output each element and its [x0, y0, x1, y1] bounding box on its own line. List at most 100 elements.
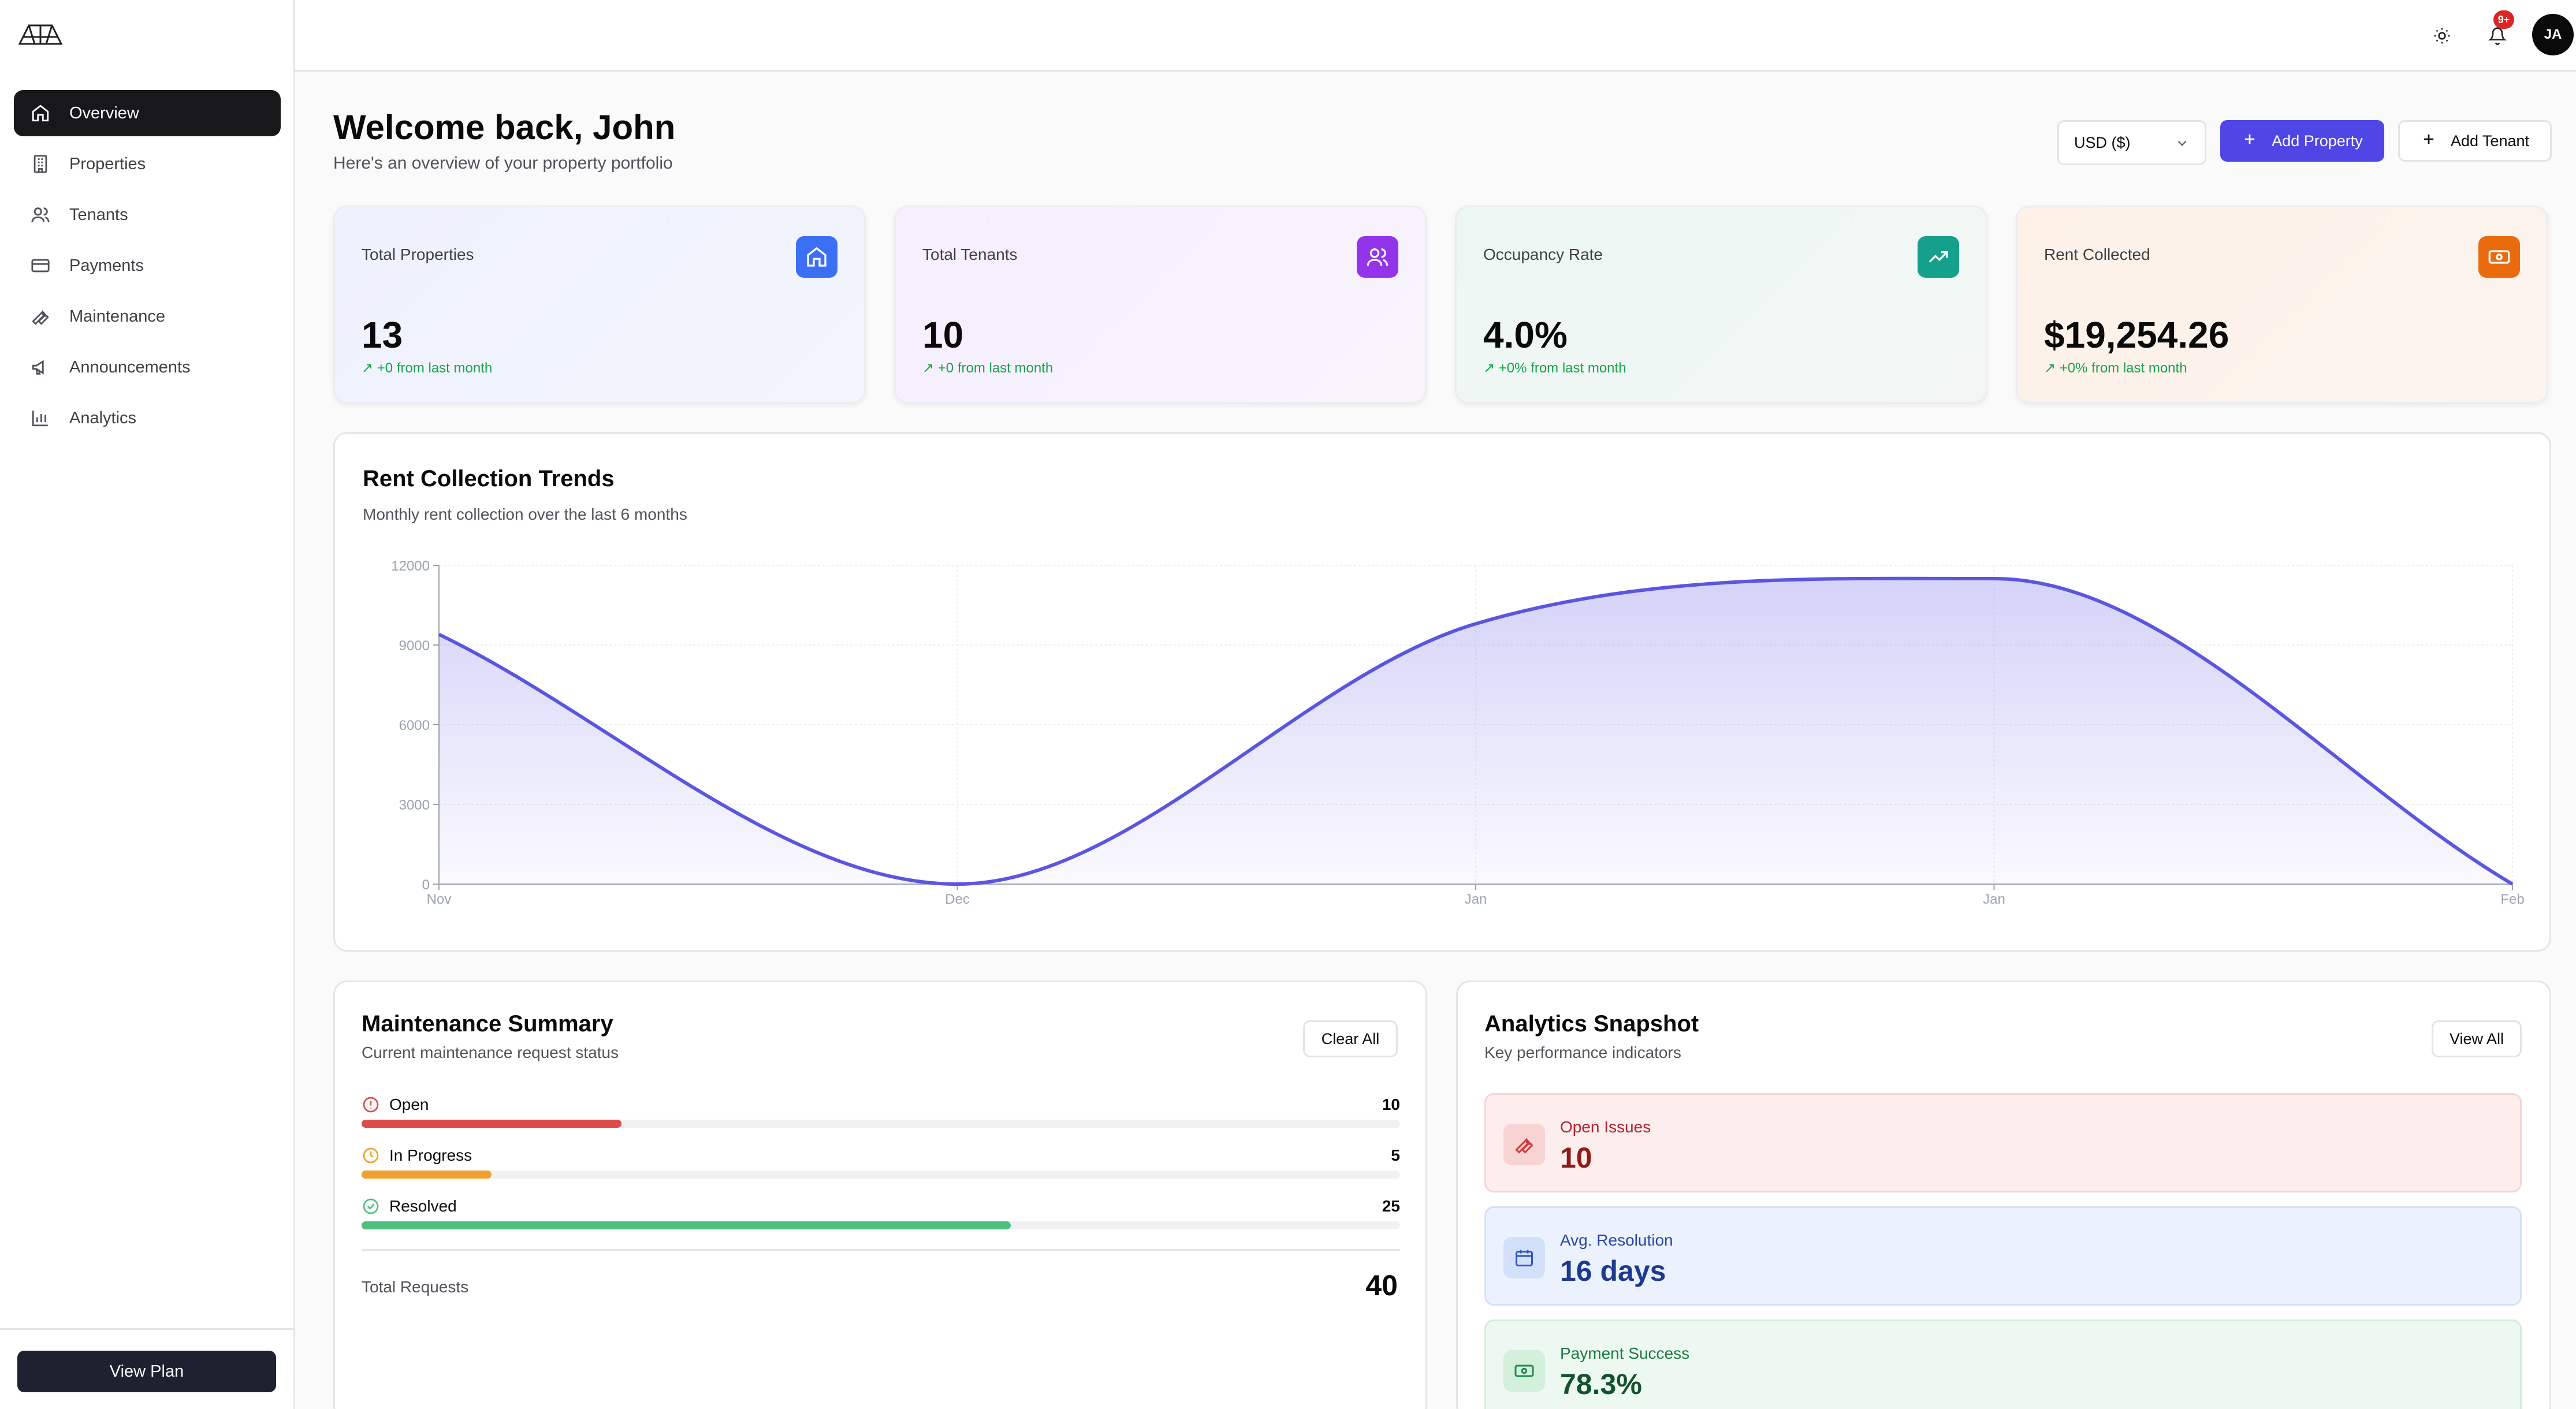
sidebar-item-label: Properties	[69, 154, 146, 173]
maintenance-subtitle: Current maintenance request status	[362, 1043, 619, 1061]
kpi-label: Avg. Resolution	[1560, 1231, 1673, 1249]
sidebar-item-label: Overview	[69, 103, 139, 122]
notification-bell-icon[interactable]	[2484, 22, 2511, 50]
stat-value: 13	[362, 314, 403, 356]
plus-icon	[2242, 131, 2258, 151]
maintenance-panel: Maintenance Summary Current maintenance …	[333, 981, 1427, 1409]
x-tick-label: Feb	[2500, 892, 2524, 907]
kpi-open-issues: Open Issues 10	[1484, 1093, 2522, 1192]
kpi-label: Open Issues	[1560, 1118, 1651, 1136]
maintenance-row-open: Open 10	[362, 1095, 1400, 1142]
total-requests-value: 40	[1365, 1269, 1398, 1302]
sidebar-footer: View Plan	[0, 1328, 293, 1409]
sidebar-item-properties[interactable]: Properties	[14, 141, 281, 187]
add-property-button[interactable]: Add Property	[2220, 120, 2384, 162]
stat-delta: ↗ +0 from last month	[922, 360, 1054, 376]
total-requests-label: Total Requests	[362, 1278, 469, 1296]
stat-delta-text: +0 from last month	[937, 360, 1054, 376]
user-avatar[interactable]: JA	[2532, 14, 2574, 55]
maintenance-row-resolved: Resolved 25	[362, 1197, 1400, 1243]
stat-label: Total Tenants	[922, 245, 1018, 263]
maintenance-row-label: In Progress	[389, 1146, 472, 1164]
x-tick-label: Nov	[427, 892, 452, 907]
sidebar-nav: Overview Properties Tenants Payments Mai…	[14, 90, 281, 446]
progress-fill-resolved	[362, 1221, 1011, 1229]
y-tick-label: 0	[422, 877, 430, 893]
users-icon	[1357, 236, 1398, 278]
maintenance-row-in-progress: In Progress 5	[362, 1146, 1400, 1192]
chart-subtitle: Monthly rent collection over the last 6 …	[363, 505, 687, 523]
currency-select[interactable]: USD ($)	[2057, 120, 2206, 165]
x-tick-label: Jan	[1465, 892, 1487, 907]
kpi-payment-success: Payment Success 78.3%	[1484, 1319, 2522, 1409]
kpi-value: 10	[1560, 1142, 1592, 1174]
sidebar-item-label: Announcements	[69, 357, 191, 377]
sidebar-item-label: Maintenance	[69, 307, 166, 326]
stat-delta-text: +0% from last month	[1498, 360, 1626, 376]
y-tick-label: 9000	[399, 638, 430, 654]
calendar-icon	[1503, 1237, 1545, 1278]
add-tenant-button[interactable]: Add Tenant	[2398, 120, 2552, 162]
maintenance-row-value: 10	[1382, 1095, 1400, 1113]
notification-badge: 9+	[2493, 10, 2514, 29]
theme-toggle-sun-icon[interactable]	[2428, 22, 2456, 50]
stat-delta: ↗ +0% from last month	[2044, 360, 2187, 376]
banknote-icon	[1503, 1350, 1545, 1392]
add-property-label: Add Property	[2272, 132, 2363, 150]
maintenance-row-label: Resolved	[389, 1197, 457, 1215]
credit-card-icon	[29, 254, 52, 277]
sidebar-item-maintenance[interactable]: Maintenance	[14, 293, 281, 340]
y-tick-label: 6000	[399, 718, 430, 733]
y-tick-label: 12000	[391, 558, 430, 574]
chevron-down-icon	[2175, 136, 2190, 155]
stat-value: 10	[922, 314, 964, 356]
maintenance-row-label: Open	[389, 1095, 429, 1113]
stat-delta: ↗ +0 from last month	[362, 360, 493, 376]
home-icon	[796, 236, 837, 278]
analytics-title: Analytics Snapshot	[1484, 1011, 1699, 1037]
trending-up-icon	[1918, 236, 1959, 278]
chart-title: Rent Collection Trends	[363, 466, 615, 491]
kpi-value: 78.3%	[1560, 1368, 1642, 1400]
clear-all-button[interactable]: Clear All	[1303, 1020, 1398, 1057]
view-plan-button[interactable]: View Plan	[17, 1351, 276, 1392]
progress-track	[362, 1221, 1400, 1229]
stat-label: Rent Collected	[2044, 245, 2150, 263]
app-logo-icon[interactable]	[17, 21, 64, 49]
check-circle-icon	[362, 1197, 380, 1216]
sidebar-item-overview[interactable]: Overview	[14, 90, 281, 136]
rent-trends-panel: Rent Collection Trends Monthly rent coll…	[333, 432, 2551, 952]
progress-fill-open	[362, 1120, 621, 1128]
sidebar-item-label: Payments	[69, 256, 144, 275]
stat-card-rent-collected: Rent Collected $19,254.26 ↗ +0% from las…	[2016, 206, 2548, 404]
users-icon	[29, 203, 52, 226]
series-line	[438, 576, 2514, 886]
view-all-button[interactable]: View All	[2432, 1020, 2522, 1057]
sidebar-item-analytics[interactable]: Analytics	[14, 395, 281, 441]
divider	[362, 1249, 1400, 1251]
maintenance-row-value: 5	[1391, 1146, 1400, 1164]
stat-card-total-properties: Total Properties 13 ↗ +0 from last month	[333, 206, 866, 404]
maintenance-row-value: 25	[1382, 1197, 1400, 1215]
stat-delta-text: +0 from last month	[377, 360, 493, 376]
stat-value: 4.0%	[1483, 314, 1568, 356]
x-tick-label: Jan	[1983, 892, 2005, 907]
add-tenant-label: Add Tenant	[2450, 132, 2530, 150]
building-icon	[29, 152, 52, 176]
bar-chart-icon	[29, 407, 52, 430]
y-tick-label: 3000	[399, 797, 430, 813]
sidebar-item-label: Analytics	[69, 408, 137, 427]
progress-track	[362, 1120, 1400, 1128]
progress-track	[362, 1171, 1400, 1179]
rent-trends-chart: 0 3000 6000 9000 12000 Nov Dec Jan Jan Feb	[391, 558, 2524, 907]
analytics-subtitle: Key performance indicators	[1484, 1043, 1681, 1061]
sidebar-item-payments[interactable]: Payments	[14, 243, 281, 289]
megaphone-icon	[29, 356, 52, 379]
sidebar-item-announcements[interactable]: Announcements	[14, 344, 281, 390]
topbar	[295, 0, 2576, 72]
stat-label: Total Properties	[362, 245, 474, 263]
stat-card-total-tenants: Total Tenants 10 ↗ +0 from last month	[894, 206, 1427, 404]
sidebar: Overview Properties Tenants Payments Mai…	[0, 0, 295, 1409]
sidebar-item-tenants[interactable]: Tenants	[14, 192, 281, 238]
kpi-label: Payment Success	[1560, 1344, 1690, 1362]
